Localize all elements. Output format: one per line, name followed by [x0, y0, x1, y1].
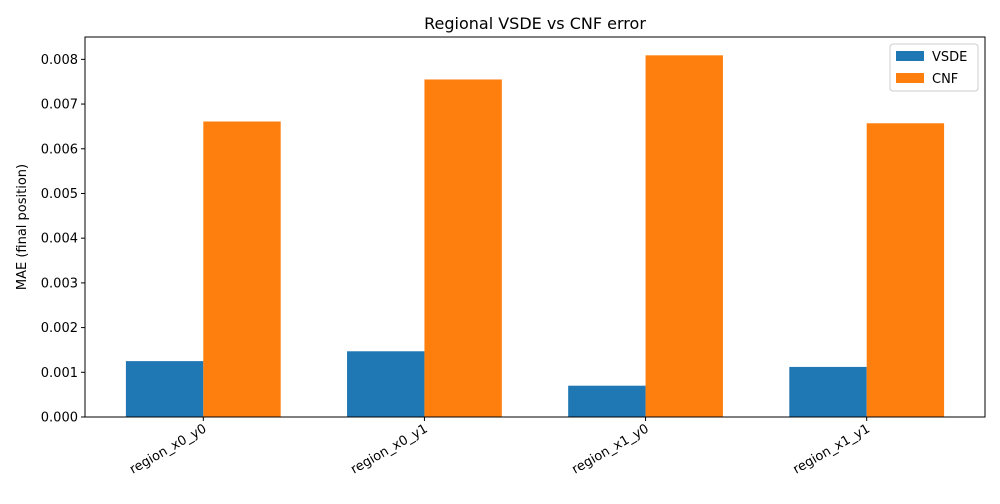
y-tick-label: 0.002	[41, 321, 78, 336]
y-tick-label: 0.001	[41, 366, 78, 381]
bar-vsde-region_x0_y0	[125, 361, 204, 417]
bar-cnf-region_x0_y1	[424, 79, 502, 418]
legend-swatch-vsde	[896, 51, 924, 61]
bar-vsde-region_x0_y1	[347, 351, 425, 417]
y-tick-label: 0.003	[41, 276, 78, 291]
y-tick-label: 0.006	[41, 142, 78, 157]
x-tick-label: region_x0_y0	[127, 421, 209, 477]
legend-swatch-cnf	[896, 73, 924, 83]
x-tick-label: region_x0_y1	[348, 421, 430, 477]
y-tick-label: 0.005	[41, 187, 78, 202]
x-tick-label: region_x1_y0	[570, 421, 652, 477]
legend: VSDE CNF	[889, 43, 979, 92]
bar-cnf-region_x0_y0	[203, 121, 281, 418]
y-tick-label: 0.008	[41, 53, 78, 68]
x-tick-label: region_x1_y1	[791, 421, 873, 477]
y-axis-label: MAE (final position)	[15, 164, 30, 290]
plot-frame	[84, 36, 986, 418]
chart-title: Regional VSDE vs CNF error	[424, 14, 646, 33]
legend-label: VSDE	[932, 50, 967, 65]
bar-cnf-region_x1_y1	[866, 123, 945, 418]
bar-vsde-region_x1_y1	[789, 366, 867, 417]
bar-cnf-region_x1_y0	[645, 55, 723, 418]
legend-label: CNF	[932, 72, 958, 87]
y-tick-label: 0.007	[41, 98, 78, 113]
bar-vsde-region_x1_y0	[568, 385, 646, 417]
y-tick-label: 0.000	[41, 411, 78, 426]
y-tick-label: 0.004	[41, 232, 78, 247]
